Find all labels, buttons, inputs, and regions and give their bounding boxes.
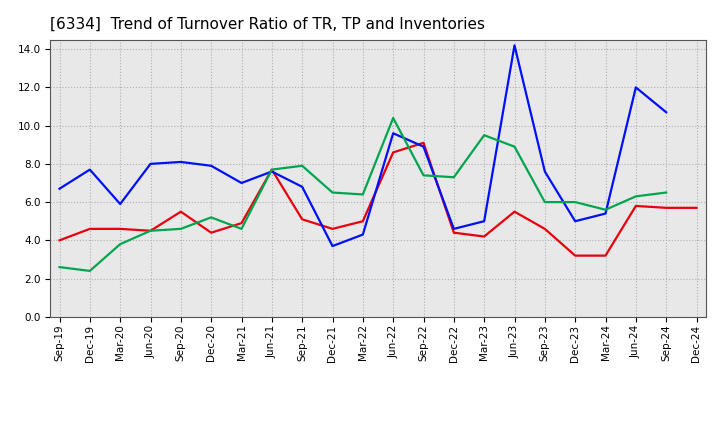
- Inventories: [146, 228, 155, 233]
- Trade Receivables: [419, 140, 428, 146]
- Inventories: [662, 190, 670, 195]
- Trade Receivables: [480, 234, 488, 239]
- Inventories: [328, 190, 337, 195]
- Trade Receivables: [662, 205, 670, 210]
- Trade Receivables: [541, 226, 549, 231]
- Trade Receivables: [631, 203, 640, 209]
- Trade Payables: [510, 43, 519, 48]
- Trade Receivables: [146, 228, 155, 233]
- Trade Receivables: [510, 209, 519, 214]
- Trade Payables: [86, 167, 94, 172]
- Trade Receivables: [207, 230, 215, 235]
- Trade Payables: [541, 169, 549, 174]
- Trade Payables: [328, 243, 337, 249]
- Trade Receivables: [176, 209, 185, 214]
- Inventories: [237, 226, 246, 231]
- Trade Payables: [268, 169, 276, 174]
- Inventories: [268, 167, 276, 172]
- Trade Payables: [298, 184, 307, 190]
- Line: Trade Receivables: Trade Receivables: [60, 143, 696, 256]
- Inventories: [510, 144, 519, 149]
- Trade Receivables: [86, 226, 94, 231]
- Trade Payables: [116, 202, 125, 207]
- Trade Receivables: [116, 226, 125, 231]
- Trade Payables: [480, 219, 488, 224]
- Trade Receivables: [449, 230, 458, 235]
- Trade Receivables: [268, 167, 276, 172]
- Trade Payables: [662, 110, 670, 115]
- Trade Receivables: [389, 150, 397, 155]
- Trade Receivables: [298, 216, 307, 222]
- Inventories: [631, 194, 640, 199]
- Text: [6334]  Trend of Turnover Ratio of TR, TP and Inventories: [6334] Trend of Turnover Ratio of TR, TP…: [50, 16, 485, 32]
- Trade Payables: [449, 226, 458, 231]
- Line: Inventories: Inventories: [60, 118, 666, 271]
- Trade Receivables: [571, 253, 580, 258]
- Inventories: [419, 172, 428, 178]
- Trade Payables: [389, 131, 397, 136]
- Trade Payables: [601, 211, 610, 216]
- Trade Receivables: [328, 226, 337, 231]
- Inventories: [86, 268, 94, 274]
- Inventories: [601, 207, 610, 213]
- Trade Payables: [419, 144, 428, 149]
- Inventories: [541, 199, 549, 205]
- Inventories: [298, 163, 307, 169]
- Trade Payables: [176, 159, 185, 165]
- Trade Receivables: [692, 205, 701, 210]
- Inventories: [207, 215, 215, 220]
- Inventories: [359, 192, 367, 197]
- Trade Payables: [146, 161, 155, 166]
- Trade Payables: [55, 186, 64, 191]
- Trade Payables: [237, 180, 246, 186]
- Inventories: [571, 199, 580, 205]
- Trade Payables: [631, 85, 640, 90]
- Trade Payables: [207, 163, 215, 169]
- Inventories: [116, 242, 125, 247]
- Inventories: [55, 264, 64, 270]
- Trade Payables: [571, 219, 580, 224]
- Inventories: [389, 115, 397, 121]
- Trade Receivables: [55, 238, 64, 243]
- Trade Receivables: [237, 220, 246, 226]
- Trade Receivables: [359, 219, 367, 224]
- Inventories: [480, 132, 488, 138]
- Trade Receivables: [601, 253, 610, 258]
- Trade Payables: [359, 232, 367, 237]
- Inventories: [176, 226, 185, 231]
- Line: Trade Payables: Trade Payables: [60, 45, 666, 246]
- Inventories: [449, 175, 458, 180]
